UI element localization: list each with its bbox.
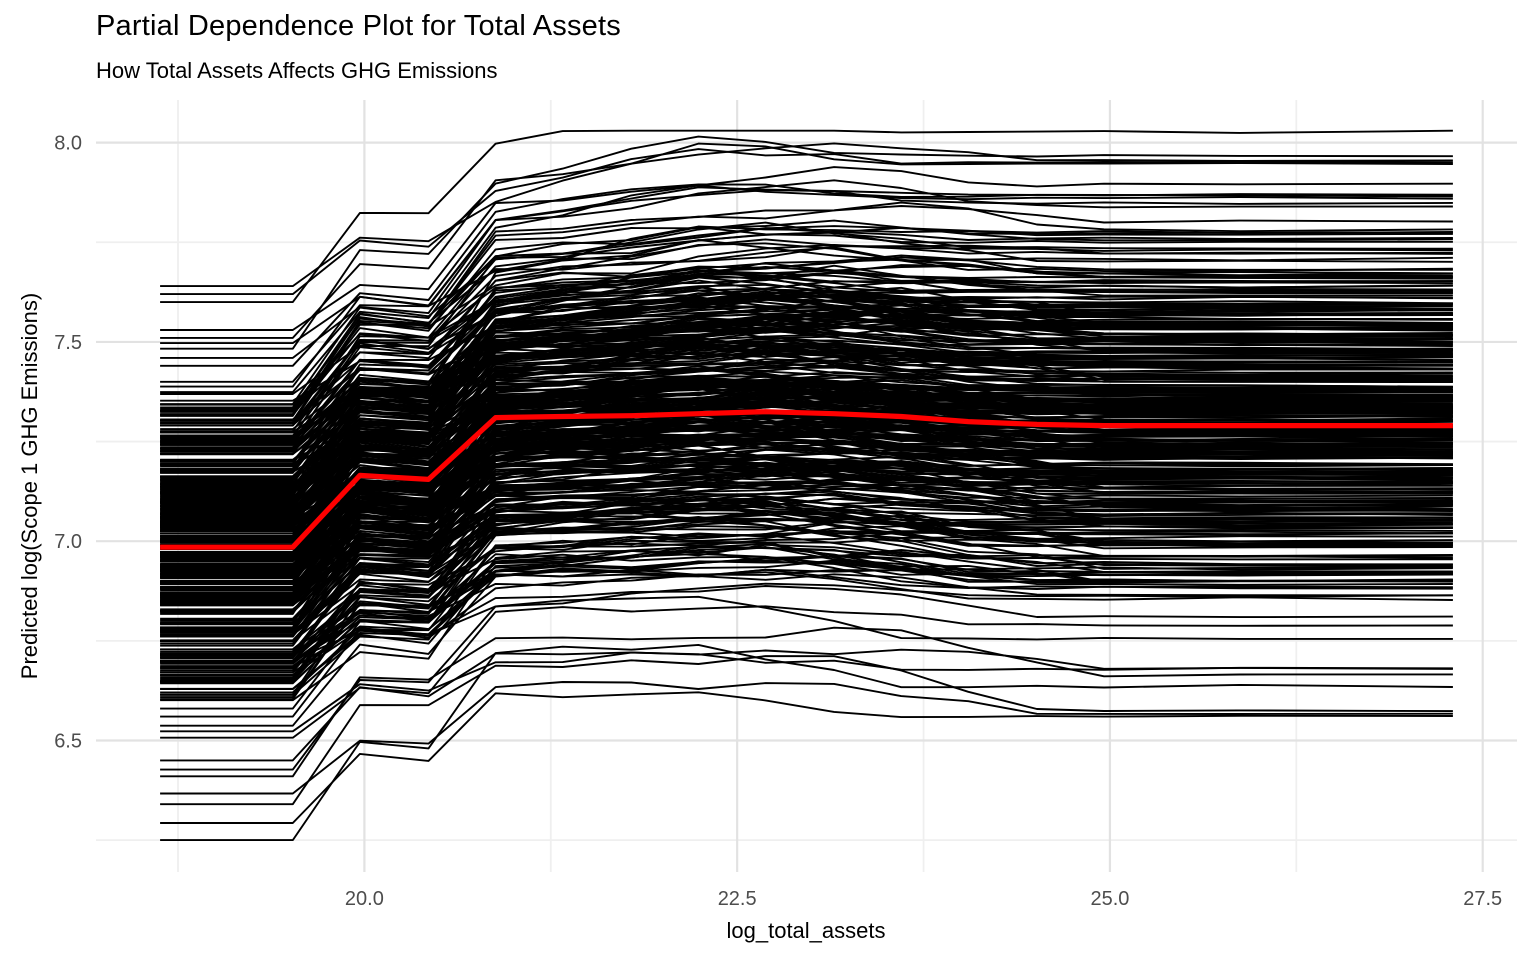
plot-title: Partial Dependence Plot for Total Assets: [96, 10, 621, 42]
pdp-mean-line: [160, 409, 1453, 550]
x-tick-label: 25.0: [1090, 888, 1129, 910]
plot-subtitle: How Total Assets Affects GHG Emissions: [96, 58, 498, 83]
x-tick-label: 27.5: [1463, 888, 1502, 910]
x-tick-label: 22.5: [718, 888, 757, 910]
x-axis-title: log_total_assets: [726, 918, 886, 943]
x-tick-label: 20.0: [345, 888, 384, 910]
axis-tick-labels: 20.0 22.5 25.0 27.5 6.5 7.0 7.5 8.0: [54, 133, 1502, 910]
y-tick-label: 6.5: [54, 730, 82, 752]
y-tick-label: 8.0: [54, 133, 82, 155]
ice-lines: [160, 129, 1453, 842]
y-tick-label: 7.5: [54, 332, 82, 354]
y-tick-label: 7.0: [54, 531, 82, 553]
